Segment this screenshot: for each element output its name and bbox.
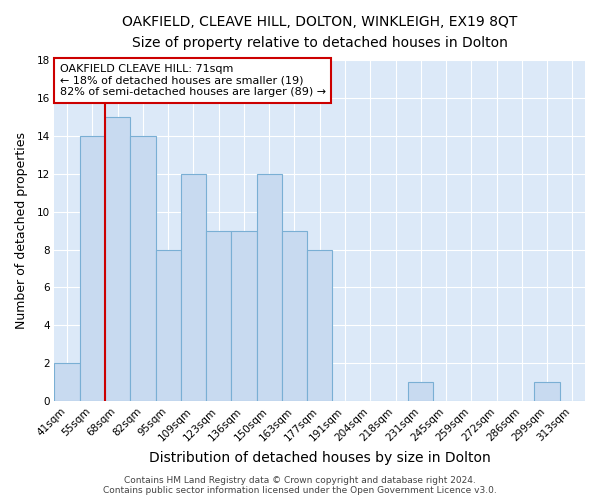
Text: Contains HM Land Registry data © Crown copyright and database right 2024.
Contai: Contains HM Land Registry data © Crown c… (103, 476, 497, 495)
Bar (181, 174, 206, 401)
Bar (535, 382, 560, 401)
Y-axis label: Number of detached properties: Number of detached properties (15, 132, 28, 329)
Bar (80, 136, 105, 401)
Bar (307, 250, 332, 401)
X-axis label: Distribution of detached houses by size in Dolton: Distribution of detached houses by size … (149, 451, 491, 465)
Bar (130, 136, 155, 401)
Bar (55, 363, 80, 401)
Bar (408, 382, 433, 401)
Bar (206, 230, 231, 401)
Bar (257, 174, 282, 401)
Bar (155, 250, 181, 401)
Bar (105, 117, 130, 401)
Bar (282, 230, 307, 401)
Title: OAKFIELD, CLEAVE HILL, DOLTON, WINKLEIGH, EX19 8QT
Size of property relative to : OAKFIELD, CLEAVE HILL, DOLTON, WINKLEIGH… (122, 15, 517, 50)
Bar (231, 230, 257, 401)
Text: OAKFIELD CLEAVE HILL: 71sqm
← 18% of detached houses are smaller (19)
82% of sem: OAKFIELD CLEAVE HILL: 71sqm ← 18% of det… (60, 64, 326, 97)
